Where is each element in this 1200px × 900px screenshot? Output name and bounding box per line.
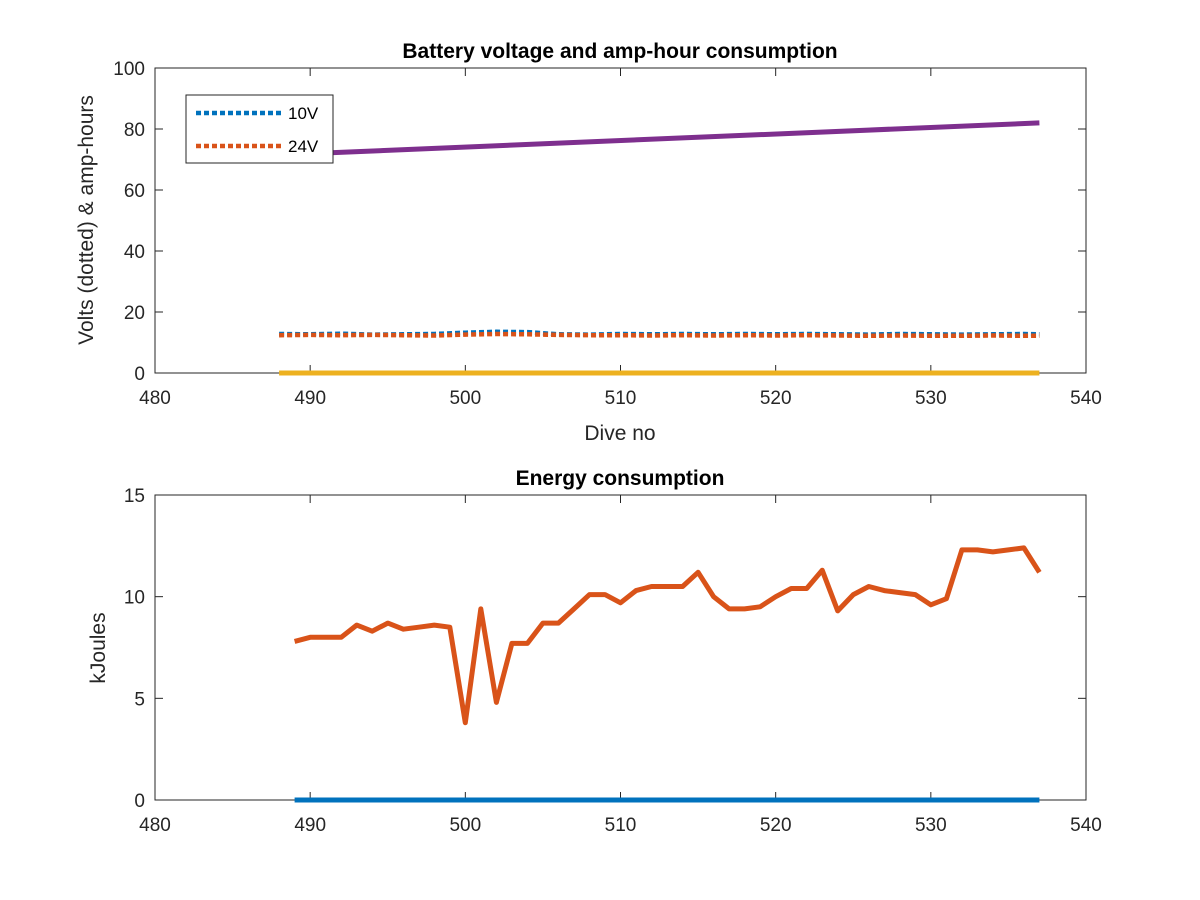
battery-chart: 480 490 500 510 520 530 540 0 20 40 60 80 100 Batter… xyxy=(75,40,1102,445)
battery-y-tick-label: 60 xyxy=(124,181,145,202)
energy-axes-box xyxy=(154,494,1087,801)
battery-chart-title: Battery voltage and amp-hour consumption xyxy=(402,40,837,63)
energy-y-tick-label: 10 xyxy=(124,588,145,609)
battery-series xyxy=(278,120,1040,376)
energy-x-tick-label: 510 xyxy=(605,815,637,836)
battery-x-tick-label: 510 xyxy=(605,388,637,409)
battery-y-tick-label: 0 xyxy=(134,364,145,385)
battery-series-line-2 xyxy=(278,120,1040,158)
energy-y-tick-label: 0 xyxy=(134,791,145,812)
battery-y-tick-label: 80 xyxy=(124,120,145,141)
battery-series-line-24v xyxy=(279,331,1040,339)
legend-box xyxy=(185,94,334,164)
battery-x-tick-label: 530 xyxy=(915,388,947,409)
energy-series-line-1 xyxy=(293,545,1042,726)
battery-x-axis-label: Dive no xyxy=(584,422,655,445)
energy-series xyxy=(293,545,1042,803)
battery-ticks: 480 490 500 510 520 530 540 0 20 40 60 80 100 xyxy=(113,59,1102,409)
energy-x-tick-label: 530 xyxy=(915,815,947,836)
battery-y-tick-label: 100 xyxy=(113,59,145,80)
energy-x-tick-label: 500 xyxy=(449,815,481,836)
battery-legend: 10V 24V xyxy=(185,94,334,164)
battery-y-axis-label: Volts (dotted) & amp-hours xyxy=(75,95,98,345)
battery-x-tick-label: 490 xyxy=(294,388,326,409)
legend-label-24v: 24V xyxy=(288,137,319,156)
battery-x-tick-label: 520 xyxy=(760,388,792,409)
energy-y-tick-label: 15 xyxy=(124,486,145,507)
energy-chart-title: Energy consumption xyxy=(516,467,725,490)
battery-x-tick-label: 540 xyxy=(1070,388,1102,409)
energy-x-tick-label: 540 xyxy=(1070,815,1102,836)
energy-y-tick-label: 5 xyxy=(134,689,145,710)
energy-x-tick-label: 490 xyxy=(294,815,326,836)
energy-y-axis-label: kJoules xyxy=(87,612,110,683)
legend-label-10v: 10V xyxy=(288,104,319,123)
battery-y-tick-label: 40 xyxy=(124,242,145,263)
battery-x-tick-label: 500 xyxy=(449,388,481,409)
battery-y-tick-label: 20 xyxy=(124,303,145,324)
energy-x-tick-label: 480 xyxy=(139,815,171,836)
energy-x-tick-label: 520 xyxy=(760,815,792,836)
battery-x-tick-label: 480 xyxy=(139,388,171,409)
